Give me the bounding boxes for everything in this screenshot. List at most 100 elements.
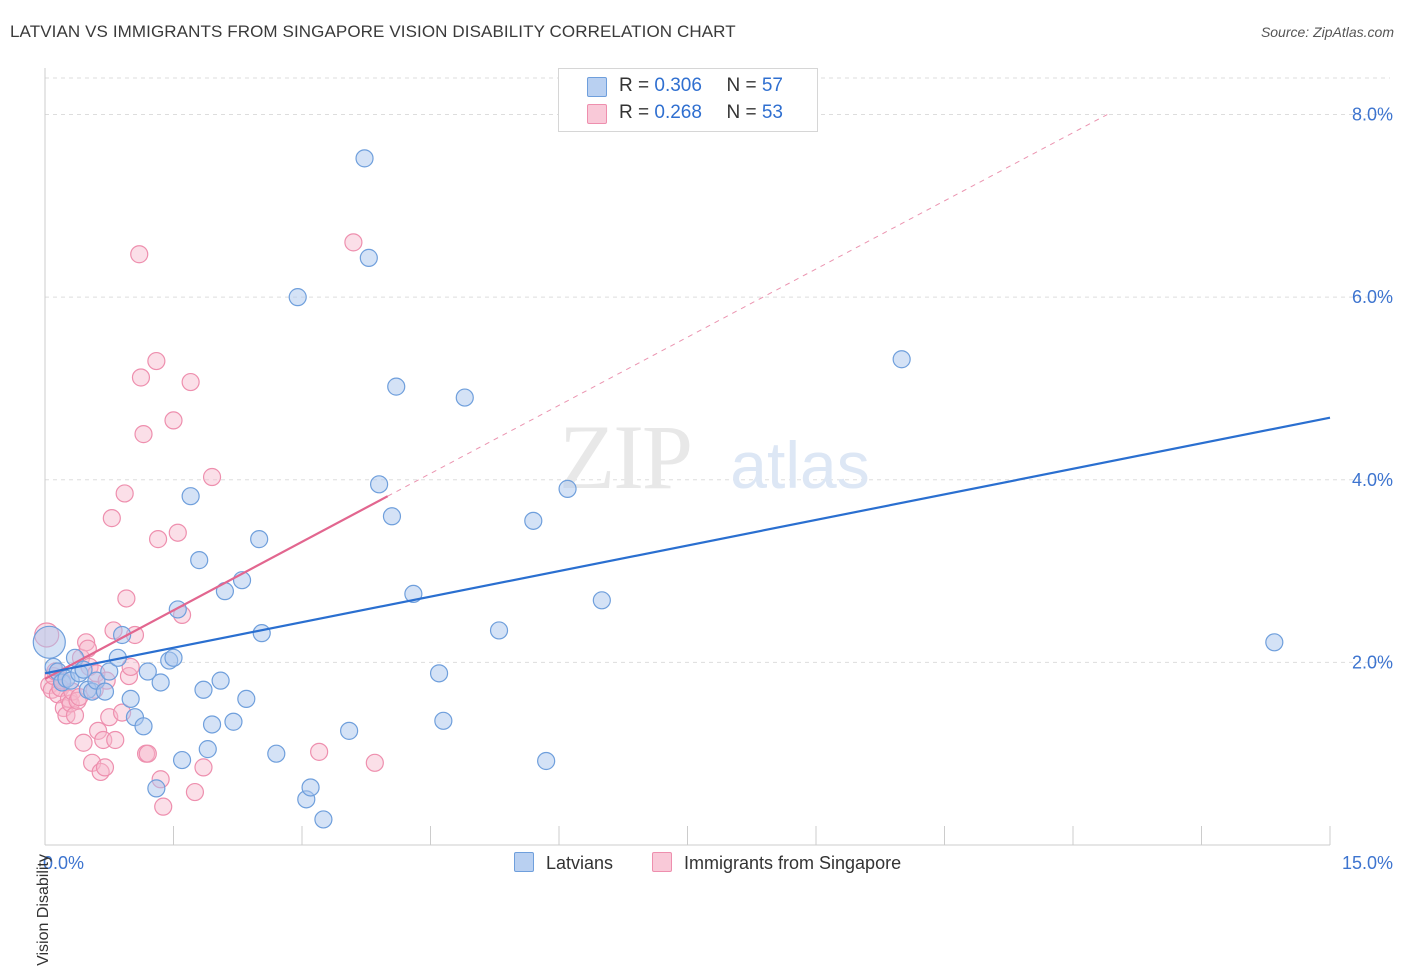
stats-legend: R = 0.306 N = 57 R = 0.268 N = 53	[558, 68, 818, 132]
x-tick-label-min: 0.0%	[43, 853, 84, 873]
latvian-point	[387, 377, 406, 396]
trendlines	[44, 114, 1331, 680]
singapore-point	[138, 744, 157, 763]
legend-n-label-latvians: N =	[726, 75, 762, 96]
legend-n-value-latvians: 57	[761, 75, 783, 96]
singapore-point	[147, 351, 166, 371]
bottom-legend-swatch-latvians	[514, 852, 534, 872]
bottom-legend-singapore: Immigrants from Singapore	[652, 852, 901, 874]
latvian-point	[267, 744, 286, 763]
latvian-point	[202, 715, 222, 734]
singapore-point	[134, 425, 153, 444]
singapore-point	[194, 758, 213, 777]
singapore-point	[154, 797, 173, 816]
chart-title: LATVIAN VS IMMIGRANTS FROM SINGAPORE VIS…	[10, 22, 736, 41]
singapore-trendline	[44, 495, 389, 680]
watermark: ZIP atlas	[559, 406, 870, 508]
latvian-point	[288, 288, 307, 307]
legend-r-label-latvians: R =	[619, 75, 655, 96]
latvian-point	[355, 149, 374, 168]
legend-n-value-singapore: 53	[761, 102, 783, 123]
latvian-point	[138, 662, 157, 681]
y-tick-label: 4.0%	[1352, 470, 1393, 490]
latvian-point	[892, 350, 911, 369]
bottom-legend-label-latvians: Latvians	[546, 853, 614, 873]
singapore-point	[365, 753, 384, 772]
legend-swatch-singapore	[587, 104, 607, 124]
singapore-point	[202, 467, 222, 487]
latvian-point	[455, 388, 474, 407]
latvian-point	[340, 721, 359, 740]
latvian-point	[370, 475, 389, 494]
latvian-point	[537, 751, 556, 771]
latvian-point	[237, 689, 256, 709]
latvian-point	[382, 507, 402, 526]
singapore-point	[77, 633, 96, 652]
legend-n-label-singapore: N =	[726, 102, 762, 123]
latvian-point	[592, 591, 611, 610]
bottom-legend-latvians: Latvians	[514, 852, 613, 874]
latvian-point	[181, 487, 200, 506]
y-tick-label: 6.0%	[1352, 287, 1393, 307]
legend-swatch-latvians	[587, 77, 607, 97]
latvian-point	[198, 740, 217, 759]
y-tick-label: 8.0%	[1352, 105, 1393, 125]
singapore-point	[121, 657, 140, 677]
latvian-point	[147, 779, 166, 798]
singapore-point	[117, 589, 136, 608]
singapore-point	[102, 509, 121, 528]
singapore-point	[106, 730, 125, 750]
singapore-point	[115, 484, 134, 503]
axes-layer	[44, 68, 1331, 846]
latvian-point	[190, 551, 209, 570]
singapore-point	[131, 368, 151, 387]
latvian-points	[32, 149, 1284, 829]
singapore-point	[65, 706, 85, 725]
latvian-point	[224, 712, 243, 731]
latvian-point	[32, 625, 66, 659]
latvian-point	[558, 479, 577, 498]
latvian-point	[211, 671, 230, 690]
latvian-point	[524, 511, 543, 530]
scatter-chart: ZIP atlas 2.0% 4.0% 6.0% 8.0% 0.0% 15.0%	[32, 68, 1393, 873]
singapore-point	[181, 372, 200, 392]
singapore-point	[130, 245, 149, 264]
latvian-point	[301, 778, 320, 797]
latvian-point	[434, 711, 453, 730]
singapore-point	[119, 666, 139, 686]
singapore-point	[310, 742, 329, 761]
latvian-point	[252, 624, 271, 643]
latvian-point	[134, 717, 153, 736]
latvian-point	[151, 673, 170, 692]
singapore-point	[185, 782, 205, 802]
legend-r-value-singapore: 0.268	[654, 102, 702, 123]
singapore-point	[74, 733, 93, 752]
latvian-point	[359, 248, 378, 267]
latvian-point	[314, 810, 333, 829]
tick-labels: 2.0% 4.0% 6.0% 8.0% 0.0% 15.0%	[43, 105, 1393, 873]
x-tick-label-max: 15.0%	[1342, 853, 1393, 873]
legend-r-value-latvians: 0.306	[654, 75, 702, 96]
latvian-point	[100, 662, 119, 681]
legend-r-label-singapore: R =	[619, 102, 655, 123]
latvian-point	[121, 689, 140, 709]
latvian-point	[1265, 633, 1284, 652]
y-axis-label: Vision Disability	[35, 854, 52, 966]
source-credit: Source: ZipAtlas.com	[1260, 24, 1394, 40]
singapore-point	[164, 411, 183, 430]
singapore-point	[95, 758, 115, 777]
latvian-point	[489, 621, 509, 640]
latvian-trendline	[44, 416, 1331, 675]
watermark-atlas: atlas	[730, 428, 869, 502]
singapore-point	[89, 721, 108, 740]
latvian-point	[95, 682, 115, 701]
singapore-point	[344, 233, 363, 252]
watermark-zip: ZIP	[559, 406, 691, 508]
latvian-point	[172, 750, 192, 770]
latvian-point	[164, 648, 183, 667]
bottom-legend-swatch-singapore	[652, 852, 672, 872]
latvian-point	[429, 664, 449, 683]
y-tick-label: 2.0%	[1352, 652, 1393, 672]
singapore-point	[148, 530, 168, 549]
latvian-point	[194, 680, 213, 699]
